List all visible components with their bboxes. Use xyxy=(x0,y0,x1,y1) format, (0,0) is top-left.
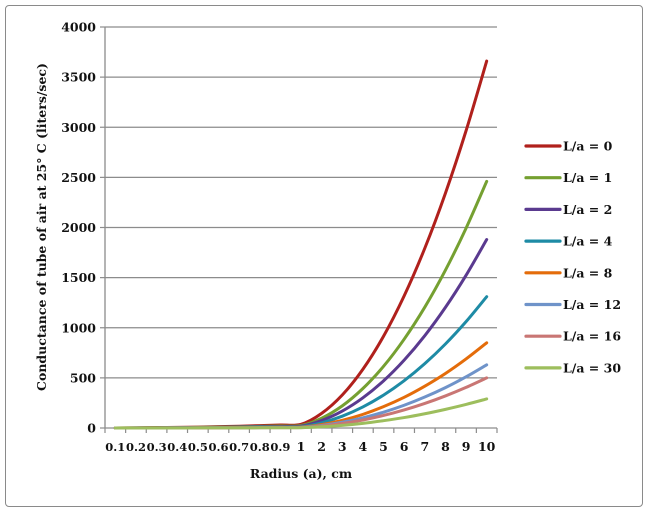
series-line xyxy=(113,341,489,430)
legend-label: L/a = 12 xyxy=(563,297,621,312)
series-line xyxy=(113,376,489,430)
x-tick-label: 4 xyxy=(359,439,368,454)
y-tick-label: 500 xyxy=(70,370,96,385)
legend-label: L/a = 8 xyxy=(563,265,613,280)
y-tick-label: 1000 xyxy=(61,320,96,335)
series-line xyxy=(113,397,489,430)
x-tick-label: 0.9 xyxy=(270,440,290,454)
x-tick-label: 7 xyxy=(420,439,429,454)
x-tick-label: 3 xyxy=(338,439,347,454)
x-tick-label: 0.4 xyxy=(167,440,187,454)
legend-label: L/a = 16 xyxy=(563,329,621,344)
x-tick-label: 5 xyxy=(379,439,388,454)
legend-label: L/a = 30 xyxy=(563,360,621,375)
y-tick-label: 2000 xyxy=(61,220,96,235)
chart-frame xyxy=(5,5,643,507)
legend-label: L/a = 2 xyxy=(563,202,612,217)
y-axis-label: Conductance of tube of air at 25° C (lit… xyxy=(34,63,49,391)
x-tick-label: 0.8 xyxy=(250,440,270,454)
y-tick-label: 0 xyxy=(87,421,96,436)
y-tick-label: 4000 xyxy=(61,20,96,35)
y-tick-label: 1500 xyxy=(61,270,96,285)
legend-label: L/a = 4 xyxy=(563,234,613,249)
x-tick-label: 0.1 xyxy=(105,440,125,454)
x-tick-label: 6 xyxy=(400,439,409,454)
x-tick-label: 1 xyxy=(297,439,306,454)
x-tick-label: 2 xyxy=(317,439,326,454)
series-line xyxy=(113,363,489,430)
series-line xyxy=(113,179,489,430)
legend-label: L/a = 1 xyxy=(563,170,612,185)
x-tick-label: 8 xyxy=(441,439,450,454)
x-axis-label: Radius (a), cm xyxy=(250,466,352,481)
x-tick-label: 0.6 xyxy=(208,440,228,454)
y-tick-label: 3000 xyxy=(61,120,96,135)
x-tick-label: 9 xyxy=(462,439,471,454)
y-tick-label: 2500 xyxy=(61,170,96,185)
series-line xyxy=(113,59,489,430)
x-tick-label: 0.5 xyxy=(188,440,208,454)
y-tick-label: 3500 xyxy=(61,70,96,85)
x-tick-label: 0.2 xyxy=(126,440,146,454)
series-line xyxy=(113,295,489,430)
x-tick-label: 0.3 xyxy=(147,440,167,454)
x-tick-label: 0.7 xyxy=(229,440,249,454)
x-tick-label: 10 xyxy=(478,439,496,454)
legend-label: L/a = 0 xyxy=(563,139,613,154)
